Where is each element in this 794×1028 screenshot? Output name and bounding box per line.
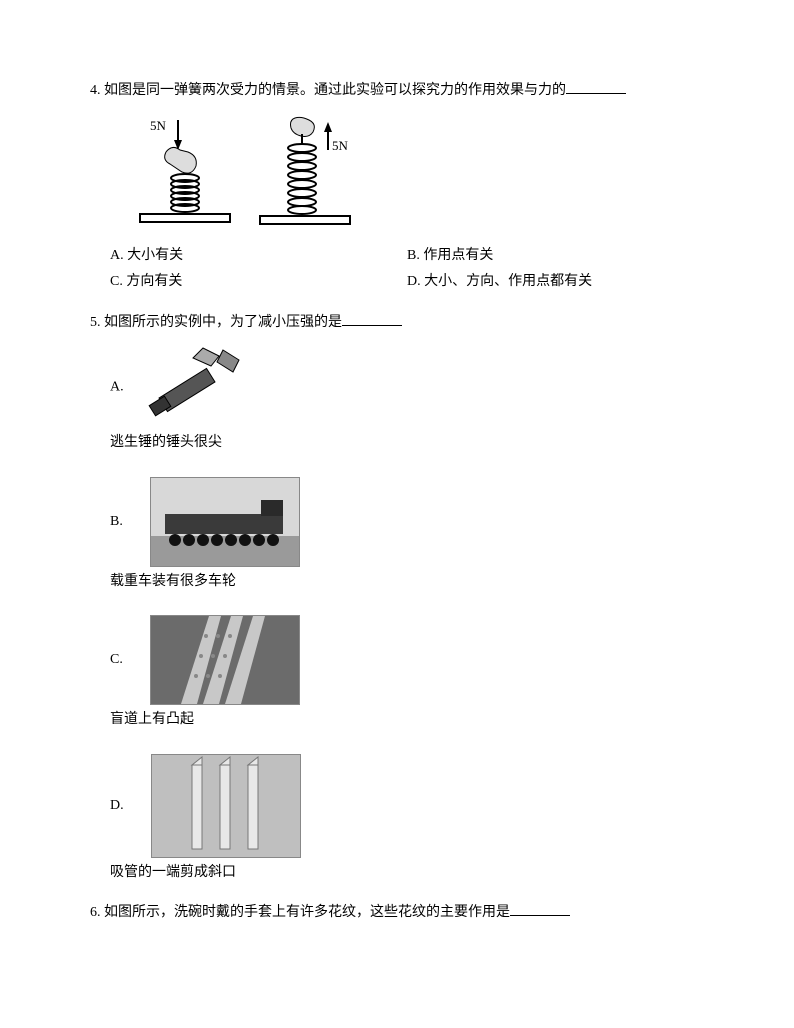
q5-option-b: B. (110, 473, 704, 593)
question-5: 5. 如图所示的实例中，为了减小压强的是 A. 逃生锤的锤头很尖 (90, 312, 704, 884)
q5-options: A. 逃生锤的锤头很尖 B. (110, 342, 704, 884)
q4-number: 4. (90, 83, 101, 98)
q6-text: 如图所示，洗碗时戴的手套上有许多花纹，这些花纹的主要作用是 (104, 905, 510, 920)
q5-d-caption: 吸管的一端剪成斜口 (110, 862, 704, 884)
q5-option-d: D. 吸管的一端剪成斜口 (110, 750, 704, 884)
q4-option-a: A. 大小有关 (110, 245, 407, 267)
q4-option-c: C. 方向有关 (110, 271, 407, 293)
q6-blank (510, 915, 570, 916)
q5-text: 如图所示的实例中，为了减小压强的是 (104, 315, 342, 330)
q4-stem: 4. 如图是同一弹簧两次受力的情景。通过此实验可以探究力的作用效果与力的 (90, 80, 704, 102)
question-6: 6. 如图所示，洗碗时戴的手套上有许多花纹，这些花纹的主要作用是 (90, 902, 704, 924)
q4-option-b: B. 作用点有关 (407, 245, 704, 267)
q5-a-caption: 逃生锤的锤头很尖 (110, 432, 704, 454)
q4-option-d: D. 大小、方向、作用点都有关 (407, 271, 704, 293)
q5-blank (342, 325, 402, 326)
question-4: 4. 如图是同一弹簧两次受力的情景。通过此实验可以探究力的作用效果与力的 5N (90, 80, 704, 298)
q5-d-label: D. (110, 798, 124, 813)
q6-number: 6. (90, 905, 101, 920)
q5-b-label: B. (110, 514, 123, 529)
q5-c-label: C. (110, 652, 123, 667)
q4-blank (566, 93, 626, 94)
q5-c-image (150, 615, 300, 705)
q5-number: 5. (90, 315, 101, 330)
q5-b-image (150, 477, 300, 567)
q6-stem: 6. 如图所示，洗碗时戴的手套上有许多花纹，这些花纹的主要作用是 (90, 902, 704, 924)
q4-figure: 5N 5N (110, 110, 704, 238)
q4-text: 如图是同一弹簧两次受力的情景。通过此实验可以探究力的作用效果与力的 (104, 83, 566, 98)
q5-a-label: A. (110, 379, 124, 394)
q5-option-a: A. 逃生锤的锤头很尖 (110, 342, 704, 455)
q5-c-caption: 盲道上有凸起 (110, 709, 704, 731)
q5-option-c: C. 盲道上有凸起 (110, 611, 704, 731)
q5-d-image (151, 754, 301, 858)
q4-left-label: 5N (150, 118, 167, 133)
q4-options: A. 大小有关 B. 作用点有关 C. 方向有关 D. 大小、方向、作用点都有关 (110, 245, 704, 298)
q4-right-label: 5N (332, 138, 349, 153)
q5-stem: 5. 如图所示的实例中，为了减小压强的是 (90, 312, 704, 334)
q5-a-image (133, 342, 253, 424)
q5-b-caption: 载重车装有很多车轮 (110, 571, 704, 593)
